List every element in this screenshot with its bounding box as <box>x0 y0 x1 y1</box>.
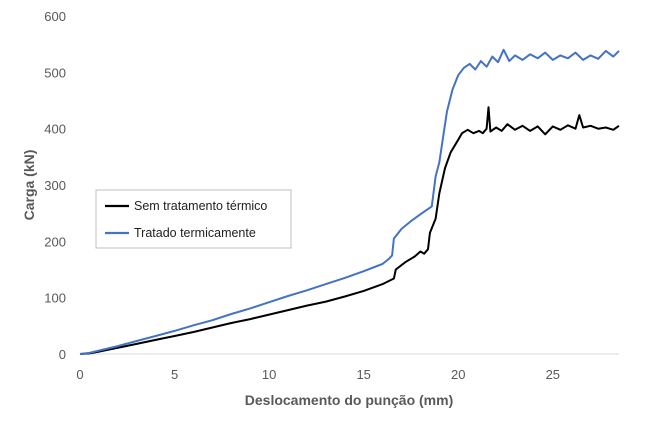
x-tick-label: 25 <box>546 367 560 382</box>
y-tick-label: 200 <box>44 234 66 249</box>
y-axis-title: Carga (kN) <box>21 150 37 221</box>
y-axis-ticks: 0 100 200 300 400 500 600 <box>44 9 66 362</box>
x-axis-title: Deslocamento do punção (mm) <box>245 392 453 408</box>
y-tick-label: 100 <box>44 291 66 306</box>
x-axis-ticks: 0 5 10 15 20 25 <box>76 367 560 382</box>
legend-label-tratado: Tratado termicamente <box>134 226 256 240</box>
x-tick-label: 0 <box>76 367 83 382</box>
y-tick-label: 600 <box>44 9 66 24</box>
y-tick-label: 0 <box>59 347 66 362</box>
x-tick-label: 10 <box>262 367 276 382</box>
x-tick-label: 20 <box>451 367 465 382</box>
series-line-tratado <box>79 48 620 355</box>
legend: Sem tratamento térmico Tratado termicame… <box>95 189 292 249</box>
y-tick-label: 400 <box>44 122 66 137</box>
y-tick-label: 500 <box>44 65 66 80</box>
x-tick-label: 15 <box>356 367 370 382</box>
series-line-sem-tratamento <box>79 106 620 355</box>
legend-box <box>95 189 292 249</box>
legend-label-sem-tratamento: Sem tratamento térmico <box>134 199 267 213</box>
y-tick-label: 300 <box>44 178 66 193</box>
series-layer <box>79 48 620 355</box>
x-tick-label: 5 <box>171 367 178 382</box>
